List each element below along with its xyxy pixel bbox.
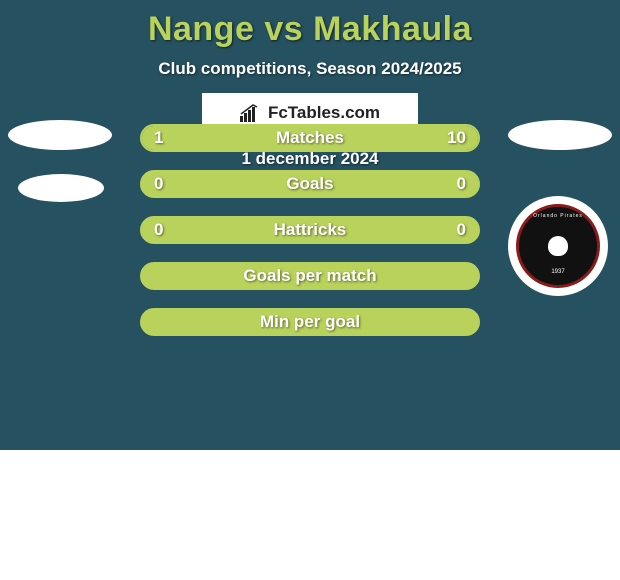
ellipse-shape <box>8 120 112 150</box>
page-title: Nange vs Makhaula <box>0 0 620 49</box>
ellipse-shape <box>508 120 612 150</box>
stat-row: 0 0 Hattricks <box>140 216 480 244</box>
team-left-logo <box>8 120 112 202</box>
chart-icon <box>240 104 262 122</box>
stat-value-right: 0 <box>457 174 466 194</box>
stat-value-left: 1 <box>154 128 163 148</box>
subtitle: Club competitions, Season 2024/2025 <box>0 59 620 79</box>
stat-row: Goals per match <box>140 262 480 290</box>
club-badge-inner: Orlando Pirates 1937 <box>516 204 600 288</box>
team-right-logo: Orlando Pirates 1937 <box>508 120 612 296</box>
vs-text: vs <box>264 10 303 48</box>
stat-label: Hattricks <box>274 220 347 240</box>
stat-row: 1 10 Matches <box>140 124 480 152</box>
stat-value-right: 10 <box>447 128 466 148</box>
player1-name: Nange <box>148 10 254 48</box>
stat-label: Goals <box>286 174 333 194</box>
stat-value-left: 0 <box>154 174 163 194</box>
skull-icon <box>548 236 568 256</box>
stat-label: Matches <box>276 128 344 148</box>
stats-card: Nange vs Makhaula Club competitions, Sea… <box>0 0 620 450</box>
stat-value-left: 0 <box>154 220 163 240</box>
stat-row: 0 0 Goals <box>140 170 480 198</box>
stat-label: Min per goal <box>260 312 360 332</box>
stat-label: Goals per match <box>243 266 376 286</box>
ellipse-shape <box>18 174 104 202</box>
stat-value-right: 0 <box>457 220 466 240</box>
footer-site-name: FcTables.com <box>268 103 380 123</box>
badge-name: Orlando Pirates <box>533 213 583 219</box>
badge-year: 1937 <box>551 269 564 275</box>
stat-row: Min per goal <box>140 308 480 336</box>
stats-container: 1 10 Matches 0 0 Goals 0 0 Hattricks Goals per ma… <box>140 124 480 354</box>
club-badge: Orlando Pirates 1937 <box>508 196 608 296</box>
player2-name: Makhaula <box>313 10 472 48</box>
